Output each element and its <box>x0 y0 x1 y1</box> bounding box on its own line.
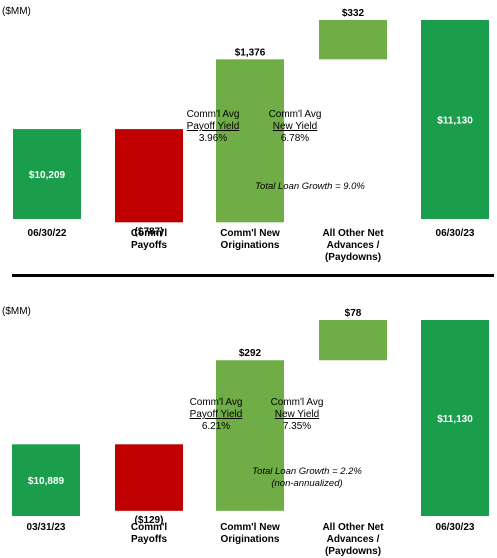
category-label-line: (Paydowns) <box>324 252 382 263</box>
annotation-line: New Yield <box>274 409 320 420</box>
growth-line: Total Loan Growth = 9.0% <box>255 181 365 192</box>
category-label-line: 06/30/23 <box>435 228 475 239</box>
category-label-line: Originations <box>220 240 280 251</box>
total-loan-growth-note: Total Loan Growth = 2.2% (non-annualized… <box>232 466 382 490</box>
category-label: 06/30/23 <box>410 522 497 534</box>
data-label: ($787) <box>135 226 164 237</box>
category-label-line: All Other Net <box>322 228 384 239</box>
data-label: $78 <box>345 308 362 319</box>
data-label: $11,130 <box>437 414 473 425</box>
payoff-yield-annotation: Comm'l Avg Payoff Yield 6.21% <box>181 397 251 433</box>
category-label: Comm'l Payoffs <box>104 522 194 546</box>
annotation-line: Comm'l Avg <box>189 397 243 408</box>
chart-panel-top: ($MM) $10,209 ($787) $1,376 $332 $11,130 Com… <box>0 0 497 270</box>
category-label-line: Comm'l <box>130 522 168 533</box>
category-label: Comm'l New Originations <box>205 228 295 252</box>
data-label: $1,376 <box>235 47 266 58</box>
annotation-line: Comm'l Avg <box>186 109 240 120</box>
category-label: Comm'l New Originations <box>205 522 295 546</box>
data-label: $332 <box>342 8 365 19</box>
bar-total <box>421 20 489 219</box>
data-label: $10,889 <box>28 476 65 487</box>
data-label: $11,130 <box>437 116 473 127</box>
bar-increase <box>216 360 284 511</box>
annotation-value: 7.35% <box>282 421 312 432</box>
annotation-value: 3.96% <box>198 133 228 144</box>
category-label-line: Comm'l <box>130 228 168 239</box>
category-label-line: Advances / <box>326 240 380 251</box>
new-yield-annotation: Comm'l Avg New Yield 7.35% <box>262 397 332 433</box>
bar-increase <box>319 20 387 60</box>
category-label: Comm'l Payoffs <box>104 228 194 252</box>
waterfall-chart-top: $10,209 ($787) $1,376 $332 $11,130 <box>13 8 489 237</box>
category-label-line: Payoffs <box>130 240 168 251</box>
bar-decrease <box>115 129 183 223</box>
category-label-line: 06/30/23 <box>435 522 475 533</box>
data-label: $10,209 <box>29 170 66 181</box>
bar-total <box>13 129 81 219</box>
category-label: 06/30/23 <box>410 228 497 240</box>
growth-subline: (non-annualized) <box>271 478 343 489</box>
category-label-line: Comm'l New <box>220 228 280 239</box>
category-label-line: 06/30/22 <box>27 228 67 239</box>
growth-line: Total Loan Growth = 2.2% <box>252 466 362 477</box>
new-yield-annotation: Comm'l Avg New Yield 6.78% <box>260 109 330 145</box>
category-label: All Other Net Advances / (Paydowns) <box>308 228 398 264</box>
category-label-line: All Other Net <box>322 522 384 533</box>
total-loan-growth-note: Total Loan Growth = 9.0% <box>235 181 385 193</box>
annotation-line: Payoff Yield <box>186 121 240 132</box>
category-label-line: Originations <box>220 534 280 545</box>
unit-label: ($MM) <box>2 306 31 317</box>
panel-divider <box>12 274 494 277</box>
category-label-line: Payoffs <box>130 534 168 545</box>
waterfall-chart-bottom: $10,889 ($129) $292 $78 $11,130 <box>12 308 489 526</box>
annotation-value: 6.78% <box>280 133 310 144</box>
annotation-line: Payoff Yield <box>189 409 243 420</box>
category-label-line: Comm'l New <box>220 522 280 533</box>
annotation-line: New Yield <box>272 121 318 132</box>
unit-label: ($MM) <box>2 6 31 17</box>
category-label: 03/31/23 <box>1 522 91 534</box>
chart-panel-bottom: ($MM) $10,889 ($129) $292 $78 $11,130 Comm'l… <box>0 300 497 557</box>
bar-increase <box>319 320 387 361</box>
bar-total <box>421 320 489 516</box>
data-label: $292 <box>239 348 262 359</box>
category-label-line: (Paydowns) <box>324 546 382 557</box>
bar-decrease <box>115 444 183 511</box>
annotation-line: Comm'l Avg <box>268 109 322 120</box>
category-label-line: Advances / <box>326 534 380 545</box>
bar-increase <box>216 59 284 223</box>
payoff-yield-annotation: Comm'l Avg Payoff Yield 3.96% <box>178 109 248 145</box>
annotation-line: Comm'l Avg <box>270 397 324 408</box>
data-label: ($129) <box>135 515 164 526</box>
category-label: 06/30/22 <box>2 228 92 240</box>
annotation-value: 6.21% <box>201 421 231 432</box>
bar-total <box>12 444 80 516</box>
category-label-line: 03/31/23 <box>26 522 66 533</box>
category-label: All Other Net Advances / (Paydowns) <box>308 522 398 558</box>
